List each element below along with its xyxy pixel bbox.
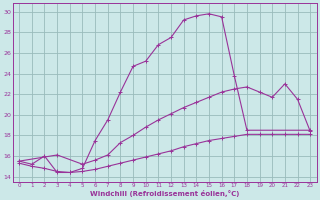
X-axis label: Windchill (Refroidissement éolien,°C): Windchill (Refroidissement éolien,°C) [90,190,239,197]
